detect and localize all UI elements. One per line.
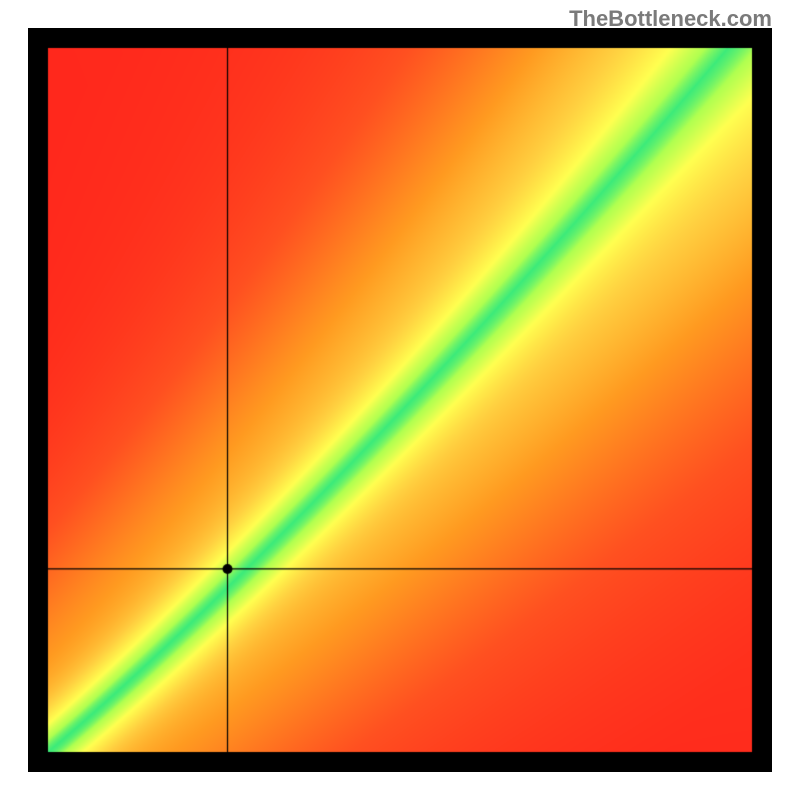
heatmap-canvas — [28, 28, 772, 772]
heatmap-plot — [28, 28, 772, 772]
watermark-text: TheBottleneck.com — [569, 6, 772, 32]
